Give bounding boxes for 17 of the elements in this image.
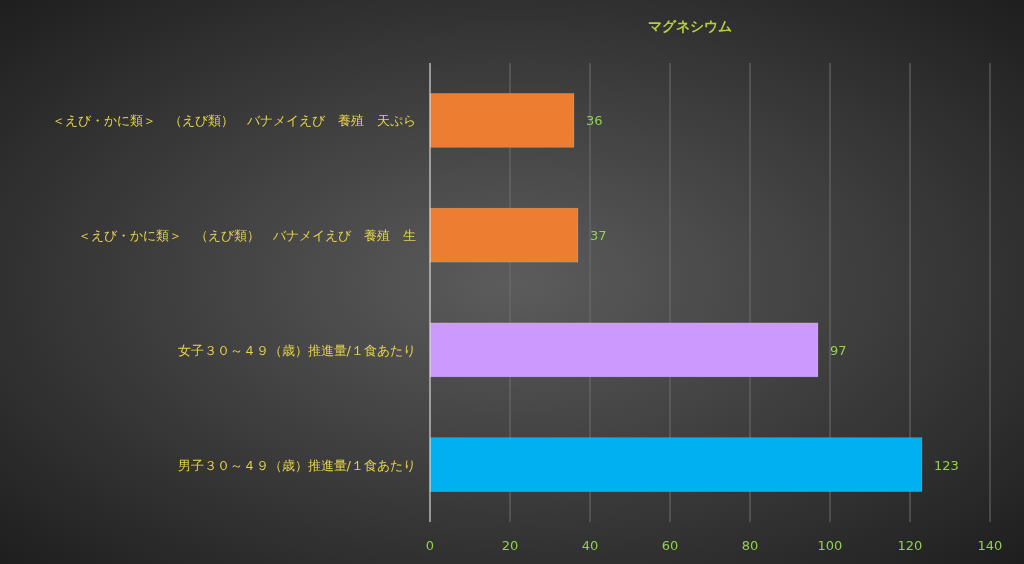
x-tick: 60 [661,538,679,553]
x-tick: 0 [425,538,435,553]
title: マグネシウム [648,18,732,34]
x-tick: 80 [741,538,759,553]
data-label: 97 [830,342,847,358]
y-tick: 男子３０～４９（歳）推進量/１食あたり [177,457,416,473]
y-tick: ＜えび・かに類＞ （えび類） バナメイえび 養殖 天ぷら [52,113,416,129]
x-tick: 140 [977,538,1003,553]
x-tick: 20 [501,538,519,553]
x-tick: 100 [817,538,843,553]
data-label: 37 [590,228,607,244]
y-tick: ＜えび・かに類＞ （えび類） バナメイえび 養殖 生 [78,228,416,244]
x-tick: 120 [897,538,923,553]
x-tick: 40 [581,538,599,553]
data-label: 36 [586,113,603,129]
y-tick: 女子３０～４９（歳）推進量/１食あたり [177,342,416,358]
data-label: 123 [934,457,959,473]
